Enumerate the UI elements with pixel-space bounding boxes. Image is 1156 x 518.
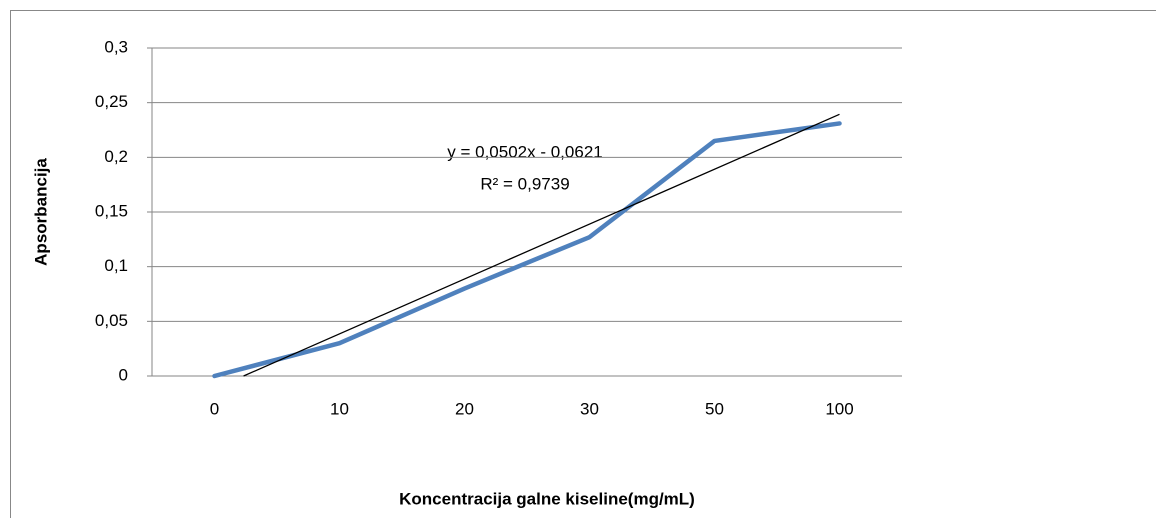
trendline	[243, 113, 840, 377]
y-tick-label: 0,2	[104, 147, 128, 166]
trendline-r2: R² = 0,9739	[480, 174, 569, 193]
x-tick-label: 10	[330, 399, 349, 418]
y-tick-label: 0	[119, 365, 128, 384]
y-axis-title: Apsorbancija	[31, 158, 50, 266]
x-axis-title: Koncentracija galne kiseline(mg/mL)	[399, 489, 695, 508]
y-tick-label: 0,15	[95, 201, 128, 220]
trendline-equation: y = 0,0502x - 0,0621	[447, 142, 602, 161]
x-tick-label: 50	[705, 399, 724, 418]
x-tick-label: 20	[455, 399, 474, 418]
y-tick-label: 0,25	[95, 92, 128, 111]
x-tick-label: 100	[825, 399, 853, 418]
x-tick-label: 30	[580, 399, 599, 418]
y-tick-label: 0,1	[104, 256, 128, 275]
x-tick-label: 0	[210, 399, 219, 418]
chart-border	[10, 10, 1156, 518]
data-line	[212, 121, 842, 379]
y-tick-label: 0,3	[104, 37, 128, 56]
y-tick-label: 0,05	[95, 311, 128, 330]
